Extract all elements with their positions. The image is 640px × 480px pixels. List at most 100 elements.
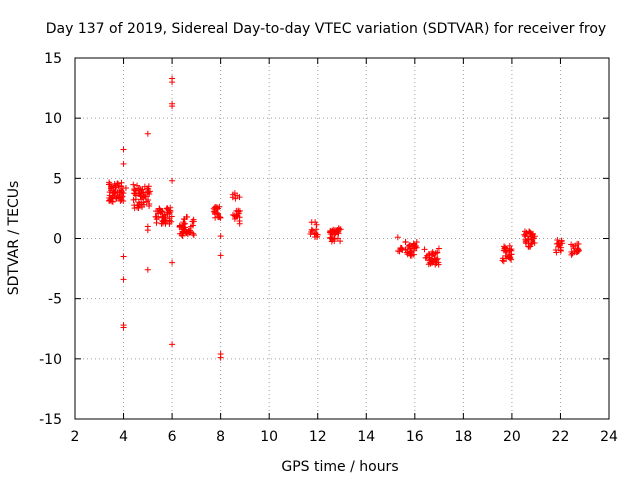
data-point <box>114 189 121 196</box>
grid-layer <box>75 58 609 419</box>
data-point <box>217 252 224 259</box>
data-point <box>555 240 562 247</box>
data-point <box>117 198 124 205</box>
data-point <box>312 219 319 226</box>
y-tick-label: 10 <box>44 111 62 127</box>
x-tick-label: 12 <box>309 429 327 445</box>
data-point <box>421 246 428 253</box>
data-point <box>313 221 320 228</box>
data-point <box>570 245 577 252</box>
data-point <box>169 341 176 348</box>
y-tick-label: -10 <box>39 352 62 368</box>
data-point <box>528 236 535 243</box>
data-point <box>526 243 533 250</box>
data-point <box>337 238 344 245</box>
data-point <box>131 190 138 197</box>
data-point <box>161 212 168 219</box>
data-point <box>145 185 152 192</box>
y-tick-label: 15 <box>44 51 62 67</box>
data-point <box>429 252 436 259</box>
x-tick-label: 2 <box>71 429 80 445</box>
data-point <box>236 194 243 201</box>
data-point <box>426 259 433 266</box>
data-point <box>408 245 415 252</box>
data-point <box>432 261 439 268</box>
x-tick-label: 18 <box>454 429 472 445</box>
data-point <box>144 227 151 234</box>
x-tick-label: 4 <box>119 429 128 445</box>
data-point <box>211 209 218 216</box>
data-point <box>120 160 127 167</box>
data-point <box>146 203 153 210</box>
data-point <box>141 183 148 190</box>
x-tick-label: 8 <box>216 429 225 445</box>
x-tick-label: 16 <box>406 429 424 445</box>
data-point <box>499 257 506 264</box>
data-point <box>130 181 137 188</box>
x-tick-label: 10 <box>260 429 278 445</box>
data-point <box>231 212 238 219</box>
data-point <box>153 213 160 220</box>
data-point <box>526 228 533 235</box>
x-tick-label: 24 <box>600 429 618 445</box>
data-point <box>136 185 143 192</box>
data-point <box>404 251 411 258</box>
data-point <box>568 251 575 258</box>
data-point <box>336 226 343 233</box>
data-layer <box>105 75 582 361</box>
data-point <box>108 183 115 190</box>
data-point <box>402 239 409 246</box>
data-point <box>429 251 436 258</box>
data-point <box>309 227 316 234</box>
y-axis-label: SDTVAR / TECUs <box>6 181 22 296</box>
data-point <box>431 255 438 262</box>
data-point <box>118 183 125 190</box>
data-point <box>327 229 334 236</box>
data-point <box>531 240 538 247</box>
data-point <box>217 233 224 240</box>
data-point <box>500 258 507 265</box>
data-point <box>331 236 338 243</box>
data-point <box>179 230 186 237</box>
data-point <box>158 220 165 227</box>
data-point <box>156 206 163 213</box>
data-point <box>163 205 170 212</box>
data-point <box>216 203 223 210</box>
data-point <box>138 190 145 197</box>
data-point <box>144 266 151 273</box>
data-point <box>405 244 412 251</box>
data-point <box>308 226 315 233</box>
data-point <box>118 196 125 203</box>
data-point <box>122 184 129 191</box>
data-point <box>236 218 243 225</box>
data-point <box>506 246 513 253</box>
data-point <box>180 221 187 228</box>
plot-frame <box>74 57 610 420</box>
data-point <box>169 177 176 184</box>
data-point <box>435 245 442 252</box>
data-point <box>114 180 121 187</box>
chart-title: Day 137 of 2019, Sidereal Day-to-day VTE… <box>46 21 606 37</box>
data-point <box>144 130 151 137</box>
data-point <box>190 232 197 239</box>
data-point <box>575 247 582 254</box>
data-point <box>120 146 127 153</box>
data-point <box>422 254 429 261</box>
data-point <box>231 216 238 223</box>
data-point <box>394 234 401 241</box>
x-axis-label: GPS time / hours <box>281 459 398 475</box>
x-tick-label: 20 <box>503 429 521 445</box>
data-point <box>411 242 418 249</box>
data-point <box>232 195 239 202</box>
data-point <box>130 196 137 203</box>
data-point <box>182 224 189 231</box>
data-point <box>215 214 222 221</box>
data-point <box>331 231 338 238</box>
data-point <box>337 226 344 233</box>
y-tick-label: -5 <box>48 292 62 308</box>
data-point <box>554 237 561 244</box>
data-point <box>153 208 160 215</box>
data-point <box>398 245 405 252</box>
